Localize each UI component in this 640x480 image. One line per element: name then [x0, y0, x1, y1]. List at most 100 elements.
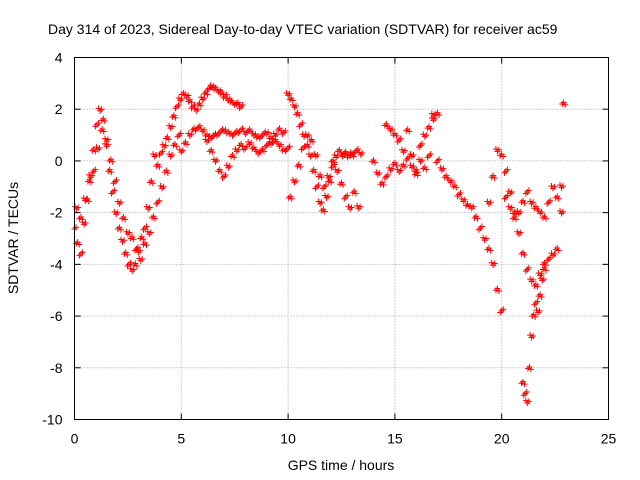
data-point: [179, 147, 186, 154]
data-point: [101, 118, 108, 125]
data-point: [100, 128, 107, 135]
data-point: [114, 209, 121, 216]
data-point: [414, 169, 421, 176]
data-point: [527, 366, 534, 373]
data-point: [551, 183, 558, 190]
y-tick-label: 2: [55, 101, 63, 117]
data-point: [393, 132, 400, 139]
data-point: [372, 159, 379, 166]
data-point: [161, 169, 168, 176]
data-point: [357, 203, 364, 210]
data-point: [532, 313, 539, 320]
data-point: [265, 129, 272, 136]
data-point: [321, 208, 328, 215]
data-point: [197, 102, 204, 109]
y-tick-label: -10: [42, 412, 62, 428]
data-point: [121, 251, 128, 258]
data-point: [143, 242, 150, 249]
x-tick-label: 15: [387, 431, 403, 447]
data-point: [389, 126, 396, 133]
data-point: [218, 169, 225, 176]
data-point: [410, 151, 417, 158]
data-point: [169, 123, 176, 130]
data-point: [89, 147, 96, 154]
data-point: [457, 189, 464, 196]
data-point: [560, 208, 567, 215]
data-point: [184, 141, 191, 148]
data-point: [215, 168, 222, 175]
y-tick-label: 4: [55, 50, 63, 66]
x-tick-label: 10: [280, 431, 296, 447]
data-point: [140, 236, 147, 243]
data-point: [286, 143, 293, 150]
y-tick-label: 0: [55, 153, 63, 169]
data-point: [146, 204, 153, 211]
data-point: [134, 244, 141, 251]
data-point: [390, 132, 397, 139]
data-point: [555, 247, 562, 254]
data-point: [96, 145, 103, 151]
data-point: [495, 288, 502, 295]
data-point: [401, 163, 408, 170]
data-point: [470, 203, 477, 210]
data-point: [517, 229, 524, 236]
data-point: [397, 135, 404, 142]
x-axis-label: GPS time / hours: [288, 457, 395, 473]
data-point: [403, 127, 410, 134]
data-point: [344, 192, 351, 199]
data-point: [478, 223, 485, 230]
data-point: [165, 136, 172, 143]
data-point: [354, 145, 361, 152]
data-point: [126, 229, 133, 236]
data-point: [318, 174, 325, 181]
data-point: [517, 208, 524, 215]
data-point: [314, 151, 321, 158]
data-point: [560, 182, 567, 189]
data-point: [97, 127, 104, 134]
data-point: [436, 156, 443, 163]
data-point: [156, 163, 163, 170]
data-point: [279, 131, 286, 138]
data-point: [133, 262, 140, 269]
data-point: [538, 293, 545, 300]
data-point: [394, 138, 401, 145]
data-point: [416, 144, 423, 151]
data-point: [239, 102, 246, 109]
data-point: [175, 102, 182, 109]
data-point: [530, 332, 537, 339]
data-point: [536, 307, 543, 314]
data-point: [139, 256, 146, 263]
data-point: [352, 190, 359, 197]
data-point: [282, 127, 289, 134]
data-point: [153, 200, 160, 207]
data-point: [143, 223, 150, 230]
data-point: [359, 150, 366, 157]
data-point: [312, 185, 319, 192]
data-point: [440, 165, 447, 172]
data-point: [491, 260, 498, 267]
data-point: [497, 152, 504, 159]
data-point: [337, 181, 343, 188]
data-point: [500, 306, 507, 313]
x-tick-label: 5: [177, 431, 185, 447]
data-point: [222, 171, 229, 178]
data-point: [209, 149, 216, 156]
data-point: [538, 208, 545, 215]
data-point: [79, 216, 86, 223]
data-point: [534, 283, 541, 290]
data-point: [531, 205, 538, 212]
data-point: [156, 197, 163, 204]
data-point: [111, 187, 118, 194]
data-point: [419, 140, 426, 147]
y-tick-label: -8: [50, 360, 63, 376]
data-point: [483, 235, 490, 242]
data-point: [95, 120, 102, 127]
data-point: [523, 389, 530, 396]
y-axis-ticks: -10 -8 -6 -4 -2 0 2 4: [42, 50, 609, 428]
x-tick-label: 20: [494, 431, 510, 447]
data-point: [475, 226, 482, 233]
data-point: [328, 179, 335, 186]
data-point: [260, 148, 267, 155]
data-point: [521, 251, 528, 258]
data-point: [454, 193, 461, 200]
